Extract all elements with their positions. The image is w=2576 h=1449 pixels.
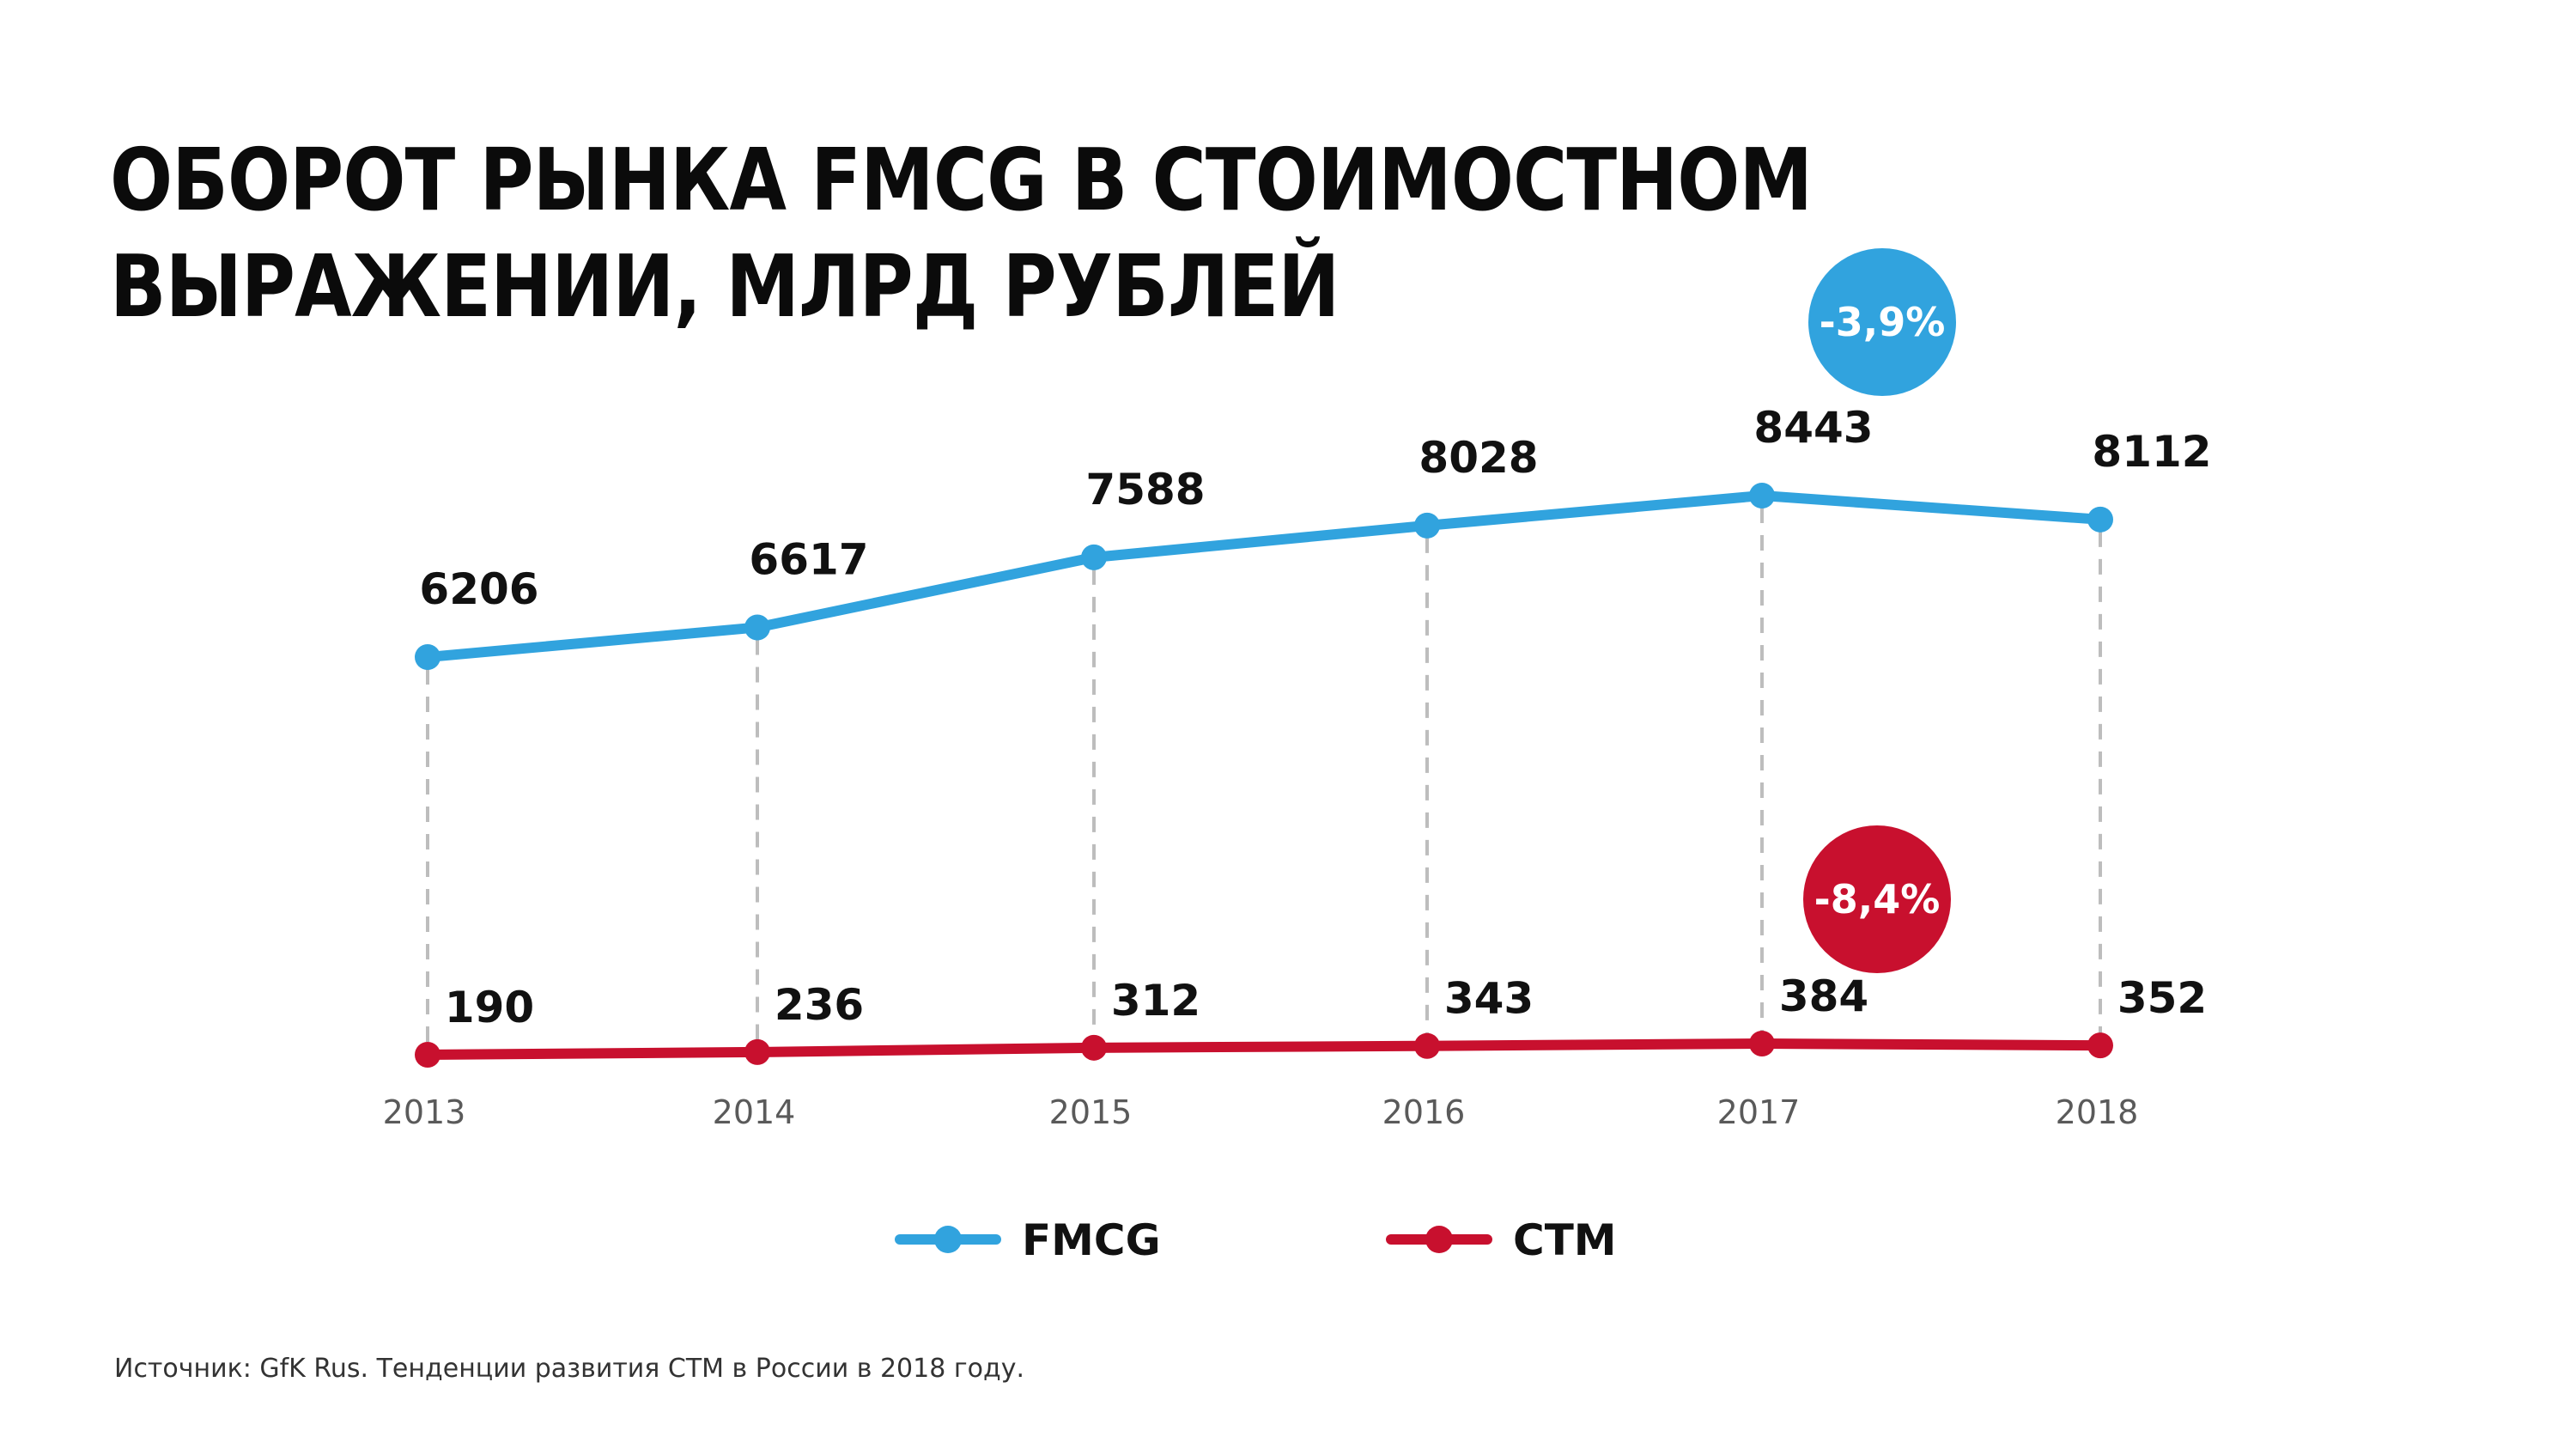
- fmcg-data-label-2017: 8443: [1753, 403, 1873, 453]
- fmcg-point-2017: [1749, 483, 1775, 508]
- x-tick-label-2015: 2015: [1049, 1093, 1133, 1131]
- fmcg-point-2016: [1414, 512, 1440, 539]
- x-tick-label-2017: 2017: [1717, 1093, 1801, 1131]
- stm-data-label-2014: 236: [775, 980, 864, 1030]
- stm-point-2017: [1749, 1031, 1775, 1056]
- stm-point-2016: [1414, 1032, 1440, 1059]
- x-tick-label-2014: 2014: [713, 1093, 796, 1131]
- legend-marker-stm: [1425, 1226, 1453, 1253]
- legend-label-fmcg: FMCG: [1022, 1215, 1161, 1265]
- fmcg-data-label-2013: 6206: [419, 564, 538, 614]
- stm-data-label-2017: 384: [1779, 971, 1868, 1021]
- stm-data-label-2016: 343: [1444, 974, 1534, 1024]
- stm-data-label-2013: 190: [445, 983, 534, 1032]
- change-badge-text-stm: -8,4%: [1814, 876, 1941, 922]
- fmcg-data-label-2018: 8112: [2092, 427, 2211, 477]
- stm-point-2015: [1081, 1034, 1107, 1061]
- stm-data-label-2018: 352: [2117, 973, 2207, 1023]
- chart-title-line-1: ОБОРОТ РЫНКА FMCG В СТОИМОСТНОМ: [110, 130, 1813, 230]
- fmcg-point-2014: [744, 614, 770, 641]
- fmcg-data-label-2016: 8028: [1419, 433, 1538, 483]
- x-tick-label-2016: 2016: [1382, 1093, 1466, 1131]
- change-badge-text-fmcg: -3,9%: [1820, 299, 1946, 345]
- fmcg-data-label-2015: 7588: [1085, 465, 1205, 514]
- source-note: Источник: GfK Rus. Тенденции развития СТ…: [114, 1354, 1024, 1384]
- series-line-stm: [422, 1038, 2105, 1060]
- legend-marker-fmcg: [934, 1226, 962, 1253]
- change-badge-stm: [1803, 825, 1951, 973]
- series-line-fmcg: [422, 490, 2105, 662]
- fmcg-point-2013: [415, 644, 440, 670]
- stm-point-2014: [744, 1038, 770, 1065]
- fmcg-data-label-2014: 6617: [749, 534, 868, 584]
- stm-point-2013: [415, 1042, 440, 1068]
- stm-point-2018: [2087, 1032, 2113, 1059]
- fmcg-point-2018: [2087, 506, 2113, 533]
- x-tick-label-2013: 2013: [383, 1093, 466, 1131]
- chart-title: ОБОРОТ РЫНКА FMCG В СТОИМОСТНОМ ВЫРАЖЕНИ…: [110, 127, 1813, 340]
- x-tick-label-2018: 2018: [2056, 1093, 2139, 1131]
- change-badge-fmcg: [1808, 248, 1956, 396]
- stm-data-label-2015: 312: [1111, 976, 1200, 1026]
- chart-title-line-2: ВЫРАЖЕНИИ, МЛРД РУБЛЕЙ: [110, 236, 1340, 337]
- fmcg-point-2015: [1081, 544, 1107, 570]
- legend-label-stm: СТМ: [1513, 1215, 1617, 1265]
